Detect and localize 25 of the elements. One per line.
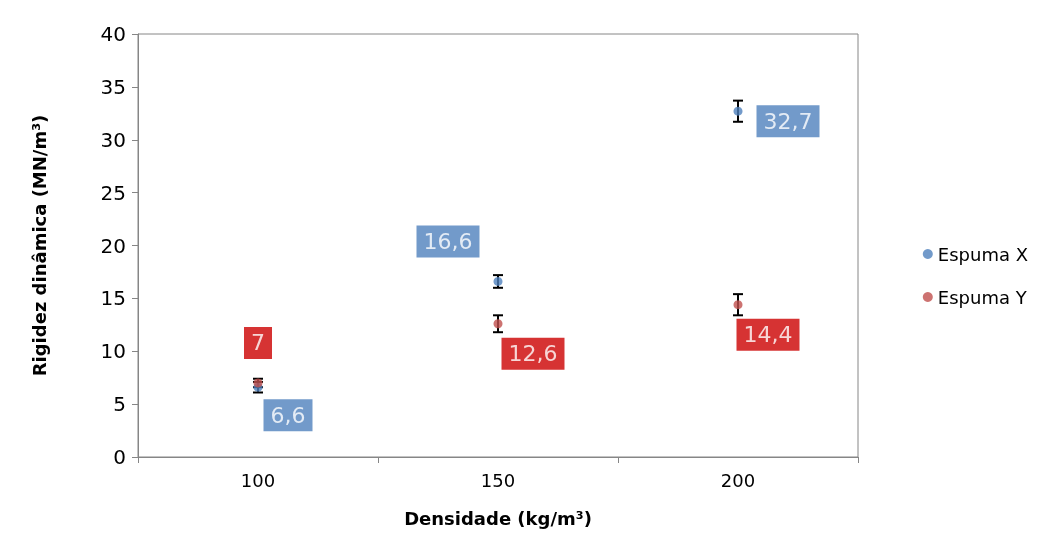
- data-label: 7: [251, 330, 265, 356]
- legend-label: Espuma Y: [937, 286, 1028, 308]
- point: [493, 319, 503, 329]
- y-tick-label: 5: [113, 392, 126, 417]
- y-axis-title: Rigidez dinâmica (MN/m³): [28, 114, 50, 377]
- data-label: 16,6: [423, 228, 473, 254]
- y-tick-label: 20: [100, 233, 126, 258]
- y-tick-label: 10: [100, 339, 126, 364]
- x-tick-label: 100: [240, 469, 276, 491]
- legend-label: Espuma X: [937, 243, 1028, 265]
- data-label: 12,6: [508, 341, 558, 367]
- y-tick-label: 15: [100, 286, 126, 311]
- y-tick-label: 0: [113, 445, 126, 469]
- point: [733, 106, 743, 116]
- x-tick-label: 150: [480, 469, 516, 491]
- y-tick-label: 25: [100, 180, 126, 205]
- data-label: 6,6: [270, 402, 306, 428]
- y-tick-label: 30: [100, 127, 126, 152]
- y-tick-label: 40: [100, 22, 126, 46]
- data-label: 14,4: [743, 322, 793, 348]
- x-axis-title: Densidade (kg/m³): [404, 507, 592, 529]
- y-tick-label: 35: [100, 74, 126, 99]
- data-label: 32,7: [763, 108, 813, 134]
- x-tick-label: 200: [720, 469, 756, 491]
- point: [733, 300, 743, 310]
